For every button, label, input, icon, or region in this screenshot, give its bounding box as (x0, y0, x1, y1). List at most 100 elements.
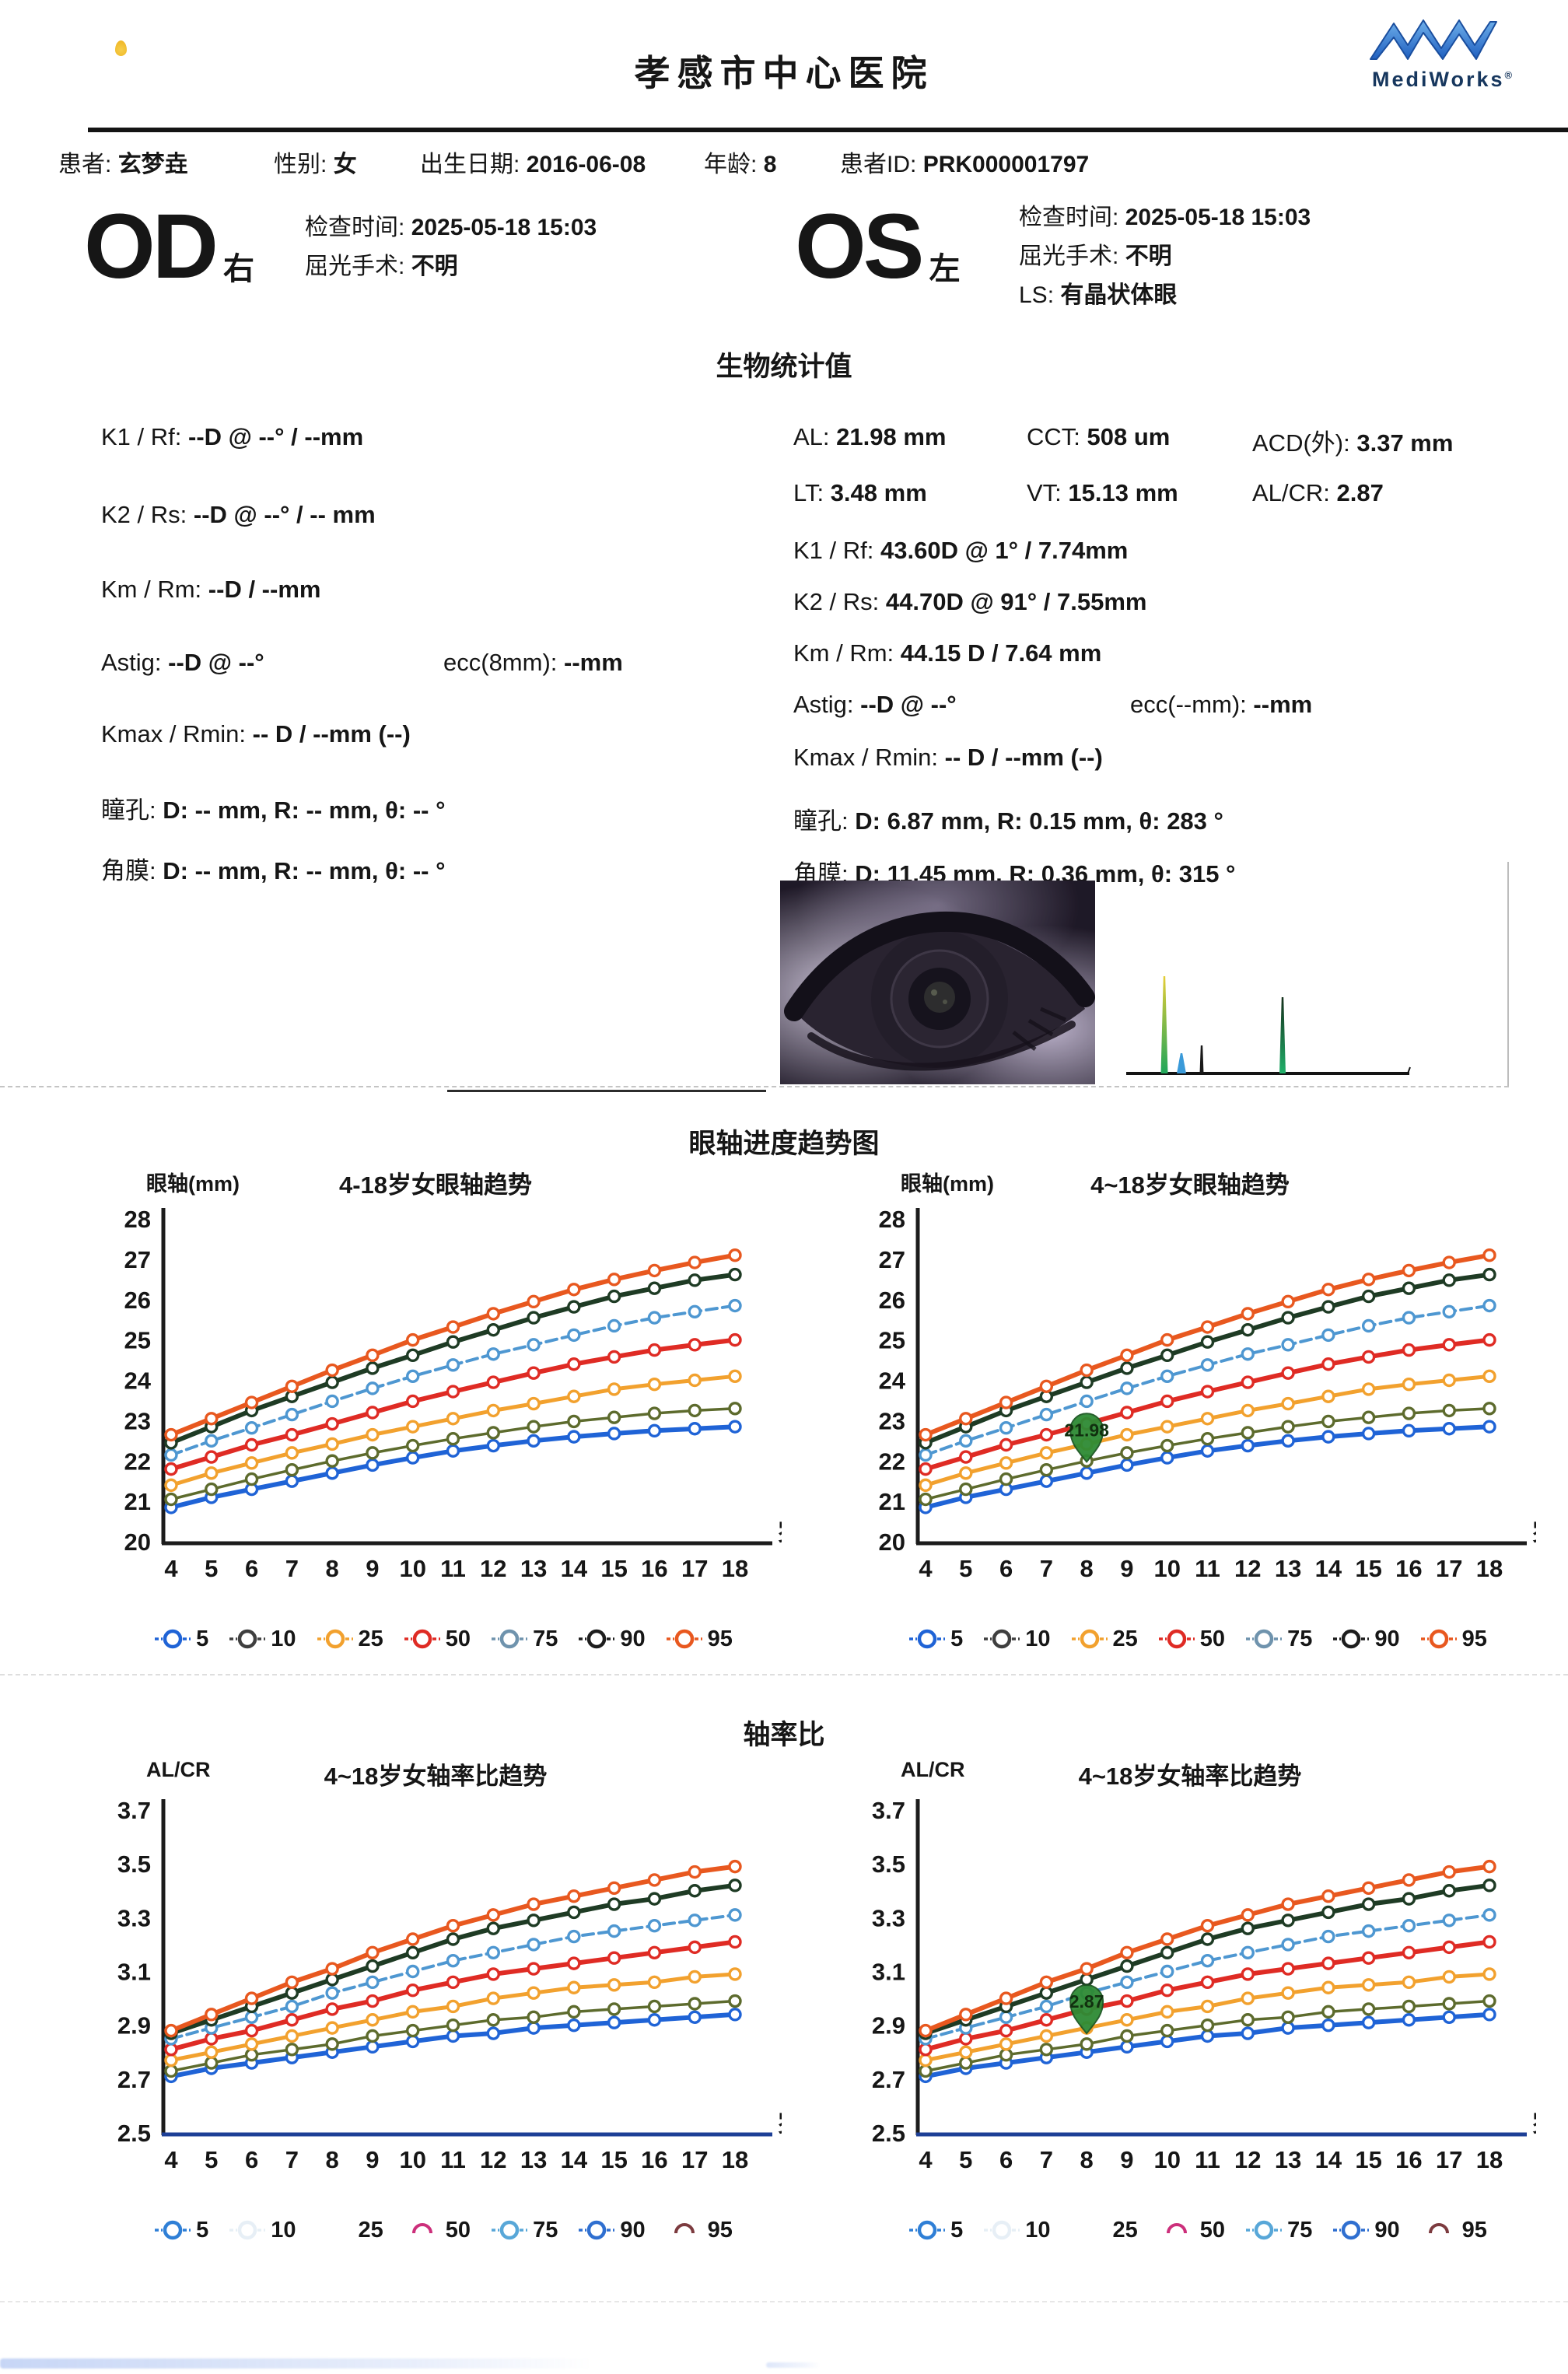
svg-text:4: 4 (919, 1555, 933, 1582)
svg-text:岁: 岁 (777, 2111, 782, 2137)
od-ecc-field: ecc(8mm): --mm (443, 649, 623, 676)
legend-marker-icon (155, 1629, 191, 1649)
os-lt-field: LT: 3.48 mm (793, 479, 927, 506)
legend-label: 90 (620, 1626, 646, 1651)
legend-item-5: 5 (908, 1626, 963, 1652)
svg-text:12: 12 (1234, 2146, 1261, 2173)
svg-text:11: 11 (1195, 1555, 1220, 1582)
svg-text:28: 28 (124, 1206, 151, 1233)
od-surgery: 屈光手术: 不明 (305, 254, 458, 279)
scan-dotted-line-1 (0, 1086, 1509, 1087)
od-k2-row: K2 / Rs: --D @ --° / -- mm (101, 501, 376, 528)
os-code: OS 左 (795, 195, 961, 298)
svg-text:20: 20 (124, 1528, 151, 1556)
chart-title: 4~18岁女眼轴趋势 (1090, 1171, 1290, 1199)
legend-marker-icon (229, 2220, 266, 2240)
svg-text:7: 7 (285, 1555, 299, 1582)
legend-marker-icon (1333, 2220, 1370, 2240)
svg-text:8: 8 (326, 1555, 339, 1582)
svg-text:16: 16 (641, 1555, 667, 1582)
patient-id: PRK000001797 (922, 152, 1090, 177)
legend-label: 5 (950, 2217, 964, 2243)
legend-item-75: 75 (491, 1626, 558, 1652)
legend-item-90: 90 (1332, 2217, 1400, 2243)
legend-item-25: 25 (1071, 1626, 1138, 1652)
chart-title: 4-18岁女眼轴趋势 (338, 1171, 533, 1199)
svg-text:25: 25 (124, 1327, 151, 1354)
legend-item-90: 90 (1332, 1626, 1400, 1652)
od-kmax-row: Kmax / Rmin: -- D / --mm (--) (101, 720, 411, 748)
od-code: OD 右 (84, 195, 254, 298)
legend-marker-icon (411, 2223, 432, 2234)
svg-text:28: 28 (879, 1206, 905, 1233)
chart-plot: 2.5 2.7 2.9 3.1 3.3 3.5 3.7 4 5 6 7 8 9 10 11 12 13 14 15 1… (872, 1797, 1536, 2173)
os-side-label: 左 (929, 252, 961, 286)
os-astig-row: Astig: --D @ --° ecc(--mm): --mm (793, 691, 1313, 718)
svg-text:2.87: 2.87 (1069, 1991, 1104, 2012)
od-exam-info: 检查时间: 2025-05-18 15:03 屈光手术: 不明 (305, 208, 597, 286)
svg-text:6: 6 (245, 1555, 258, 1582)
svg-text:13: 13 (520, 2146, 547, 2173)
svg-text:3.5: 3.5 (872, 1851, 905, 1878)
svg-text:2.7: 2.7 (117, 2066, 151, 2093)
svg-text:2.5: 2.5 (872, 2120, 905, 2147)
legend-label: 75 (1287, 2217, 1313, 2243)
legend-item-90: 90 (578, 1626, 646, 1652)
legend-marker-icon (1428, 2223, 1449, 2234)
legend-item-25: 25 (317, 2217, 383, 2243)
os-kmax-row: Kmax / Rmin: -- D / --mm (--) (793, 744, 1103, 771)
legend-marker-icon (317, 2217, 354, 2243)
legend-marker-icon (666, 1629, 702, 1649)
legend-marker-icon (1166, 2223, 1187, 2234)
legend-item-5: 5 (154, 2217, 208, 2243)
scan-blue-smear (0, 2358, 591, 2369)
od-astig-row: Astig: --D @ --° ecc(8mm): --mm (101, 649, 623, 676)
legend-marker-icon (1071, 1629, 1108, 1649)
svg-text:3.7: 3.7 (117, 1797, 151, 1824)
svg-text:18: 18 (722, 2146, 748, 2173)
svg-text:7: 7 (1040, 1555, 1053, 1582)
ratio-od-chart: AL/CR 4~18岁女轴率比趋势 2.5 2.7 2.9 3.1 3.3 3.5 3.7 4… (47, 1752, 782, 2243)
chart-plot: 2.5 2.7 2.9 3.1 3.3 3.5 3.7 4 5 6 7 8 9 10 11 12 13 14 15 1… (117, 1797, 782, 2173)
svg-text:27: 27 (124, 1246, 151, 1273)
svg-text:15: 15 (600, 2146, 627, 2173)
svg-text:5: 5 (959, 2146, 972, 2173)
legend-label: 5 (196, 1626, 209, 1651)
svg-text:5: 5 (205, 2146, 218, 2173)
mediworks-zigzag-icon (1370, 19, 1497, 60)
hospital-title: 孝感市中心医院 (634, 53, 934, 93)
od-km-row: Km / Rm: --D / --mm (101, 576, 321, 603)
svg-text:25: 25 (879, 1327, 905, 1354)
legend-label: 95 (707, 2217, 733, 2243)
legend-item-95: 95 (1420, 1626, 1487, 1652)
svg-text:11: 11 (1195, 2146, 1220, 2173)
signal-peak (1177, 1053, 1186, 1073)
legend-label: 10 (271, 2217, 296, 2243)
legend-marker-icon (1420, 1629, 1457, 1649)
chart-title: 4~18岁女轴率比趋势 (1078, 1763, 1302, 1790)
svg-text:8: 8 (1080, 1555, 1094, 1582)
legend-item-10: 10 (983, 1626, 1051, 1652)
legend-label: 10 (1025, 1626, 1051, 1651)
svg-text:8: 8 (1080, 2146, 1094, 2173)
os-surgery: 屈光手术: 不明 (1019, 243, 1172, 269)
svg-text:7: 7 (285, 2146, 299, 2173)
patient-name-field: 患者: 玄梦垚 (58, 152, 188, 177)
legend-label: 5 (196, 2217, 209, 2243)
signal-peak (1279, 997, 1286, 1073)
legend-label: 75 (533, 2217, 558, 2243)
svg-text:6: 6 (999, 1555, 1013, 1582)
svg-text:10: 10 (399, 1555, 425, 1582)
legend-item-75: 75 (1245, 1626, 1312, 1652)
svg-text:13: 13 (1275, 1555, 1301, 1582)
scan-dotted-line-3 (0, 2301, 1568, 2302)
os-exam-time: 检查时间: 2025-05-18 15:03 (1019, 205, 1311, 230)
svg-text:14: 14 (561, 1555, 588, 1582)
os-alcr-field: AL/CR: 2.87 (1252, 479, 1384, 506)
svg-text:17: 17 (681, 2146, 708, 2173)
legend-item-50: 50 (1158, 1626, 1225, 1652)
os-cct-field: CCT: 508 um (1027, 423, 1171, 450)
mediworks-wordmark: MediWorks® (1372, 68, 1515, 91)
svg-text:3.1: 3.1 (872, 1959, 905, 1986)
legend-marker-icon (1246, 2220, 1283, 2240)
